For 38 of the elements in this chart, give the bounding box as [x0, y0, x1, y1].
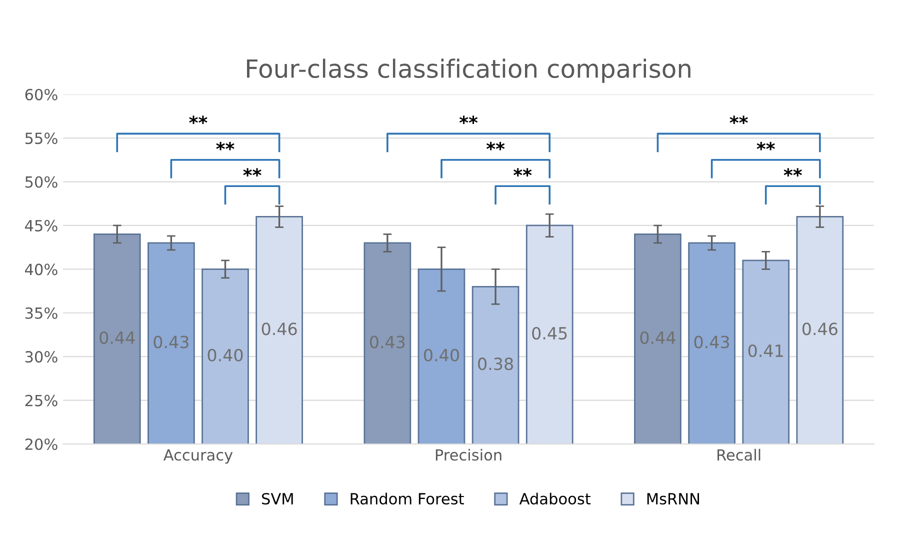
- data-label: 0.40: [208, 348, 243, 362]
- data-label: 0.43: [370, 336, 405, 348]
- annotation: **: [514, 168, 532, 176]
- data-label: 0.44: [640, 331, 676, 344]
- y-tick-label: 25%: [25, 394, 58, 406]
- data-label: 0.43: [694, 336, 730, 348]
- x-tick-label: Accuracy: [163, 449, 233, 464]
- data-label: 0.45: [532, 326, 567, 340]
- y-tick-label: 20%: [25, 438, 58, 450]
- data-label: 0.44: [100, 331, 135, 344]
- x-tick-label: Precision: [436, 448, 502, 461]
- data-label: 0.46: [262, 322, 297, 336]
- annotation: **: [756, 142, 775, 150]
- data-label: 0.38: [478, 358, 513, 370]
- x-tick-label: Recall: [718, 448, 760, 461]
- annotation: **: [216, 142, 234, 150]
- annotation: **: [243, 168, 262, 176]
- chart-title: Four-class classification comparison: [247, 58, 690, 83]
- annotation: **: [189, 116, 208, 124]
- y-tick-label: 55%: [25, 132, 58, 144]
- annotation: **: [730, 116, 748, 124]
- y-tick-label: 45%: [25, 220, 58, 232]
- y-tick-label: 50%: [25, 176, 58, 188]
- y-tick-label: 30%: [25, 351, 58, 363]
- y-tick-label: 40%: [25, 264, 58, 276]
- y-tick-label: 35%: [25, 307, 58, 319]
- data-label: 0.41: [748, 344, 783, 358]
- y-tick-label: 60%: [25, 88, 58, 100]
- annotation: **: [459, 116, 478, 124]
- data-label: 0.40: [424, 348, 459, 362]
- legend-label: Random Forest: [350, 492, 464, 505]
- annotation: **: [486, 142, 505, 150]
- data-label: 0.43: [154, 336, 188, 348]
- data-label: 0.46: [802, 322, 838, 336]
- annotation: **: [784, 168, 802, 176]
- legend-label: MsRNN: [647, 493, 699, 505]
- legend-label: SVM: [262, 492, 293, 505]
- legend-label: Adaboost: [519, 492, 591, 505]
